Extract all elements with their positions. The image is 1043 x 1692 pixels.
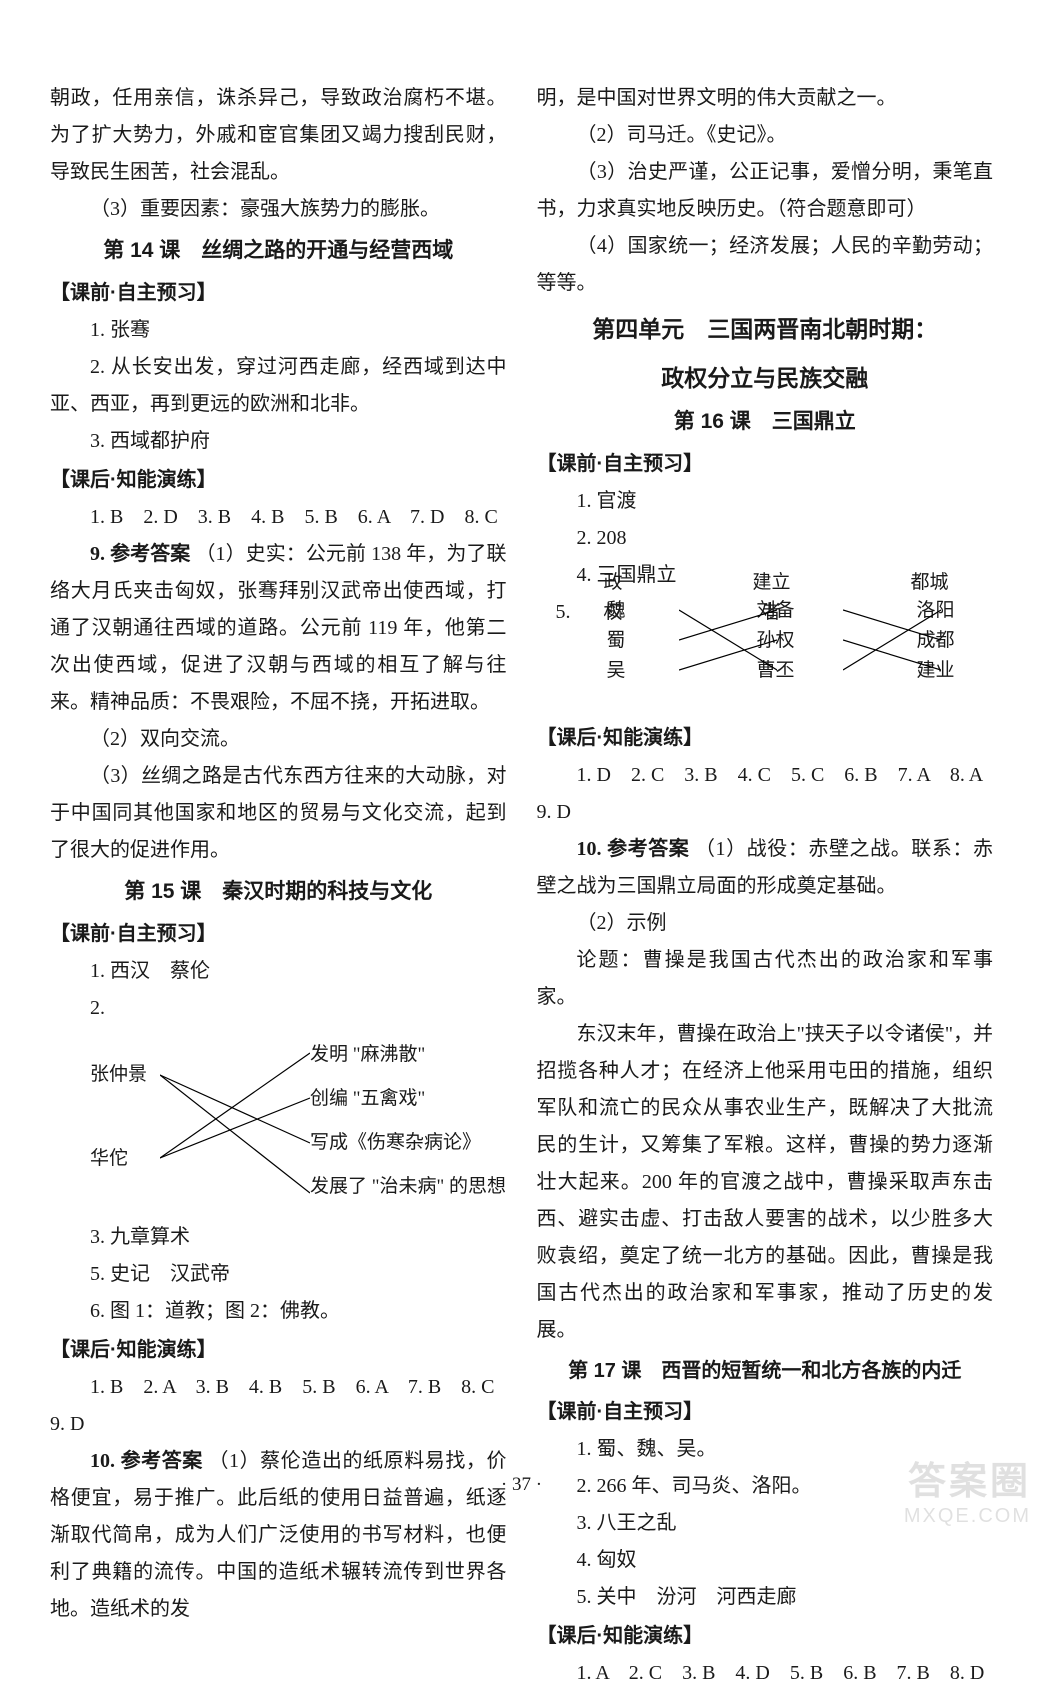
label: 10. 参考答案 <box>90 1450 203 1472</box>
match-item: 张仲景 <box>90 1053 147 1097</box>
paragraph: （4）国家统一；经济发展；人民的辛勤劳动；等等。 <box>537 228 994 302</box>
paragraph: （3）重要因素：豪强大族势力的膨胀。 <box>50 191 507 228</box>
answer-item: 3. 西域都护府 <box>50 423 507 460</box>
match-item: 写成《伤寒杂病论》 <box>310 1121 506 1165</box>
paragraph: 朝政，任用亲信，诛杀异己，导致政治腐朽不堪。为了扩大势力，外戚和宦官集团又竭力搜… <box>50 80 507 191</box>
answer-9: 9. 参考答案 （1）史实：公元前 138 年，为了联络大月氏夹击匈奴，张骞拜别… <box>50 536 507 721</box>
section-postclass: 【课后·知能演练】 <box>50 1332 507 1369</box>
answer-item: 4. 匈奴 <box>537 1542 994 1579</box>
match-item: 发明 "麻沸散" <box>310 1033 506 1077</box>
paragraph: （2）双向交流。 <box>50 721 507 758</box>
match-lines-icon <box>160 1033 310 1213</box>
match-right-items: 发明 "麻沸散" 创编 "五禽戏" 写成《伤寒杂病论》 发展了 "治未病" 的思… <box>310 1033 506 1209</box>
answer-item: 5. 关中 汾河 河西走廊 <box>537 1579 994 1616</box>
paragraph: 明，是中国对世界文明的伟大贡献之一。 <box>537 80 994 117</box>
match-left-items: 张仲景 华佗 <box>90 1033 147 1181</box>
page-number: · 37 · <box>0 1474 1043 1496</box>
mc-answers: 1. B 2. D 3. B 4. B 5. B 6. A 7. D 8. C <box>50 499 507 536</box>
label: 10. 参考答案 <box>577 838 690 860</box>
unit-4-title-a: 第四单元 三国两晋南北朝时期： <box>537 308 994 351</box>
left-column: 朝政，任用亲信，诛杀异己，导致政治腐朽不堪。为了扩大势力，外戚和宦官集团又竭力搜… <box>50 80 507 1692</box>
section-postclass: 【课后·知能演练】 <box>537 720 994 757</box>
page-columns: 朝政，任用亲信，诛杀异己，导致政治腐朽不堪。为了扩大势力，外戚和宦官集团又竭力搜… <box>50 80 993 1692</box>
section-postclass: 【课后·知能演练】 <box>537 1618 994 1655</box>
match-lines-icon <box>843 596 941 696</box>
section-preclass: 【课前·自主预习】 <box>537 446 994 483</box>
answer-item: 1. 西汉 蔡伦 <box>50 953 507 990</box>
matching-diagram-a: 张仲景 华佗 发明 "麻沸散" 创编 "五禽戏" 写成《伤寒杂病论》 发展了 "… <box>50 1033 507 1213</box>
text: （1）史实：公元前 138 年，为了联络大月氏夹击匈奴，张骞拜别汉武帝出使西域，… <box>50 543 507 713</box>
paragraph: （3）治史严谨，公正记事，爱憎分明，秉笔直书，力求真实地反映历史。（符合题意即可… <box>537 154 994 228</box>
watermark: 答案圈 MXQE.COM <box>904 1450 1031 1528</box>
paragraph: （2）示例 <box>537 905 994 942</box>
answer-item: 2. 208 <box>537 520 994 557</box>
match-item: 吴 <box>607 656 626 686</box>
match-item: 发展了 "治未病" 的思想 <box>310 1165 506 1209</box>
answer-item: 1. 官渡 <box>537 483 994 520</box>
match-item: 蜀 <box>607 626 626 656</box>
answer-item: 5. <box>537 594 577 631</box>
answer-10: 10. 参考答案 （1）蔡伦造出的纸原料易找，价格便宜，易于推广。此后纸的使用日… <box>50 1443 507 1628</box>
section-preclass: 【课前·自主预习】 <box>537 1394 994 1431</box>
lesson-15-title: 第 15 课 秦汉时期的科技与文化 <box>50 873 507 912</box>
match-lines-icon <box>679 596 777 696</box>
paragraph: （3）丝绸之路是古代东西方往来的大动脉，对于中国同其他国家和地区的贸易与文化交流… <box>50 758 507 869</box>
answer-item: 6. 图 1：道教；图 2：佛教。 <box>50 1293 507 1330</box>
mc-answers: 1. B 2. A 3. B 4. B 5. B 6. A 7. B 8. C <box>50 1369 507 1406</box>
col-header: 都城 <box>911 568 949 598</box>
answer-item: 5. 史记 汉武帝 <box>50 1256 507 1293</box>
match-item: 创编 "五禽戏" <box>310 1077 506 1121</box>
label: 9. 参考答案 <box>90 543 190 565</box>
unit-4-title-b: 政权分立与民族交融 <box>537 357 994 400</box>
matching-diagram-b: 政权 魏 蜀 吴 建立者 刘备 孙权 曹丕 都城 洛阳 成都 建业 <box>577 596 994 716</box>
lesson-17-title: 第 17 课 西晋的短暂统一和北方各族的内迁 <box>537 1353 994 1390</box>
paragraph: 东汉末年，曹操在政治上"挟天子以令诸侯"，并招揽各种人才；在经济上他采用屯田的措… <box>537 1016 994 1349</box>
match-item: 华佗 <box>90 1137 147 1181</box>
lesson-16-title: 第 16 课 三国鼎立 <box>537 403 994 442</box>
answer-10: 10. 参考答案 （1）战役：赤壁之战。联系：赤壁之战为三国鼎立局面的形成奠定基… <box>537 831 994 905</box>
col-header: 政权 <box>601 568 626 628</box>
paragraph: （2）司马迁。《史记》。 <box>537 117 994 154</box>
section-preclass: 【课前·自主预习】 <box>50 916 507 953</box>
section-postclass: 【课后·知能演练】 <box>50 462 507 499</box>
mc-answers: 1. D 2. C 3. B 4. C 5. C 6. B 7. A 8. A <box>537 757 994 794</box>
mc-answers: 1. A 2. C 3. B 4. D 5. B 6. B 7. B 8. D <box>537 1655 994 1692</box>
answer-item: 3. 九章算术 <box>50 1219 507 1256</box>
watermark-text: 答案圈 <box>904 1450 1031 1505</box>
watermark-url: MXQE.COM <box>904 1505 1031 1528</box>
mc-answers: 9. D <box>537 794 994 831</box>
mc-answers: 9. D <box>50 1406 507 1443</box>
answer-item: 2. 从长安出发，穿过河西走廊，经西域到达中亚、西亚，再到更远的欧洲和北非。 <box>50 349 507 423</box>
paragraph: 论题：曹操是我国古代杰出的政治家和军事家。 <box>537 942 994 1016</box>
answer-item: 1. 张骞 <box>50 312 507 349</box>
lesson-14-title: 第 14 课 丝绸之路的开通与经营西域 <box>50 232 507 271</box>
answer-item: 2. <box>50 990 507 1027</box>
section-preclass: 【课前·自主预习】 <box>50 275 507 312</box>
